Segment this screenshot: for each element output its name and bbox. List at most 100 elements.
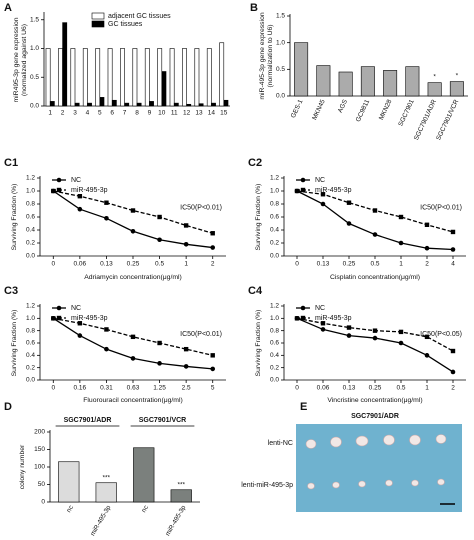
point bbox=[130, 208, 136, 213]
x-tick-label: 2.5 bbox=[182, 385, 191, 392]
bar bbox=[87, 102, 92, 107]
bar bbox=[99, 97, 105, 107]
bar bbox=[338, 71, 353, 97]
point bbox=[320, 201, 326, 207]
x-tick-label: 0.25 bbox=[127, 261, 140, 268]
point bbox=[51, 188, 56, 194]
bar bbox=[170, 489, 192, 503]
x-tick-label: miR-495-3p bbox=[164, 504, 187, 537]
point bbox=[210, 231, 215, 236]
bar bbox=[294, 42, 309, 97]
bar bbox=[95, 48, 101, 107]
x-tick-label: 10 bbox=[158, 110, 166, 117]
legend-label: NC bbox=[71, 305, 81, 312]
point bbox=[424, 353, 430, 358]
point bbox=[294, 188, 300, 194]
point bbox=[77, 333, 83, 338]
x-tick-label: 1 bbox=[425, 385, 429, 392]
x-tick-label: AGS bbox=[337, 98, 349, 114]
legend-label: miR-495-3p bbox=[315, 315, 352, 322]
y-tick-label: 0.2 bbox=[26, 240, 35, 247]
y-tick-label: 0.2 bbox=[26, 364, 35, 371]
bar bbox=[74, 102, 80, 107]
bar bbox=[194, 48, 200, 107]
x-tick-label: 2 bbox=[451, 385, 455, 392]
point bbox=[210, 366, 216, 372]
x-tick-label: 0.06 bbox=[317, 385, 330, 392]
point bbox=[450, 247, 456, 252]
y-tick-label: 150 bbox=[34, 446, 45, 453]
y-tick-label: 0.2 bbox=[270, 240, 279, 247]
bar bbox=[219, 42, 225, 107]
bar bbox=[182, 48, 187, 107]
y-tick-label: 0.0 bbox=[26, 253, 35, 260]
bar bbox=[449, 81, 464, 97]
legend-marker bbox=[56, 177, 62, 183]
significance: *** bbox=[177, 481, 185, 488]
y-tick-label: 200 bbox=[34, 429, 45, 436]
x-tick-label: 1 bbox=[48, 110, 52, 117]
y-tick-label: 0.4 bbox=[270, 227, 279, 234]
point bbox=[372, 232, 378, 237]
legend-marker bbox=[300, 187, 306, 193]
annotation: IC50(P<0.01) bbox=[420, 204, 462, 211]
point bbox=[77, 321, 83, 326]
y-tick-label: 1.0 bbox=[276, 39, 285, 46]
y-tick-label: 0.4 bbox=[26, 352, 35, 359]
y-tick-label: 0.6 bbox=[26, 214, 35, 221]
bar bbox=[124, 102, 130, 107]
x-tick-label: 12 bbox=[183, 110, 191, 117]
bar bbox=[427, 82, 442, 97]
y-tick-label: 0.6 bbox=[26, 340, 35, 347]
point bbox=[157, 214, 162, 220]
x-axis-label: Adriamycin concentration(μg/ml) bbox=[84, 274, 182, 281]
y-tick-label: 0.0 bbox=[276, 93, 285, 100]
x-tick-label: 4 bbox=[86, 110, 90, 117]
y-tick-label: 1.0 bbox=[30, 45, 39, 52]
x-tick-label: MKN45 bbox=[311, 98, 327, 121]
point bbox=[424, 222, 430, 227]
x-tick-label: miR-495-3p bbox=[89, 504, 112, 537]
bar bbox=[186, 103, 192, 107]
x-tick-label: 11 bbox=[171, 110, 178, 117]
legend-label: adjacent GC tissues bbox=[108, 13, 171, 20]
bar bbox=[132, 48, 138, 107]
point bbox=[157, 361, 162, 366]
colony-photo bbox=[296, 424, 462, 512]
series-line bbox=[52, 190, 213, 249]
bar bbox=[136, 102, 142, 107]
point bbox=[130, 356, 136, 361]
significance: *** bbox=[102, 474, 110, 481]
legend-label: NC bbox=[71, 177, 81, 184]
x-tick-label: 0.13 bbox=[100, 261, 113, 268]
y-tick-label: 1.0 bbox=[26, 315, 35, 322]
y-tick-label: 1.0 bbox=[26, 188, 35, 195]
x-tick-label: 9 bbox=[148, 110, 152, 117]
point bbox=[104, 200, 109, 205]
bar bbox=[161, 71, 167, 107]
y-tick-label: 1.5 bbox=[30, 16, 39, 23]
point bbox=[398, 329, 404, 335]
y-axis-label: (normalized against U6) bbox=[21, 24, 28, 96]
point bbox=[346, 221, 352, 226]
point bbox=[398, 240, 404, 246]
point bbox=[104, 216, 109, 221]
x-tick-label: 0.5 bbox=[155, 261, 164, 268]
point bbox=[372, 335, 378, 341]
bar bbox=[383, 70, 398, 97]
significance: * bbox=[456, 72, 459, 79]
legend-label: miR-495-3p bbox=[71, 187, 108, 194]
x-tick-label: 0.13 bbox=[343, 385, 356, 392]
y-tick-label: 0.6 bbox=[270, 214, 279, 221]
legend-marker bbox=[300, 315, 306, 321]
panel-label: D bbox=[4, 401, 12, 413]
bar bbox=[157, 48, 163, 107]
x-tick-label: 13 bbox=[195, 110, 203, 117]
bar bbox=[58, 48, 63, 107]
panel-label: B bbox=[250, 2, 258, 14]
point bbox=[372, 208, 378, 213]
x-tick-label: 3 bbox=[73, 110, 77, 117]
legend-marker bbox=[300, 177, 306, 183]
bar bbox=[360, 66, 375, 97]
